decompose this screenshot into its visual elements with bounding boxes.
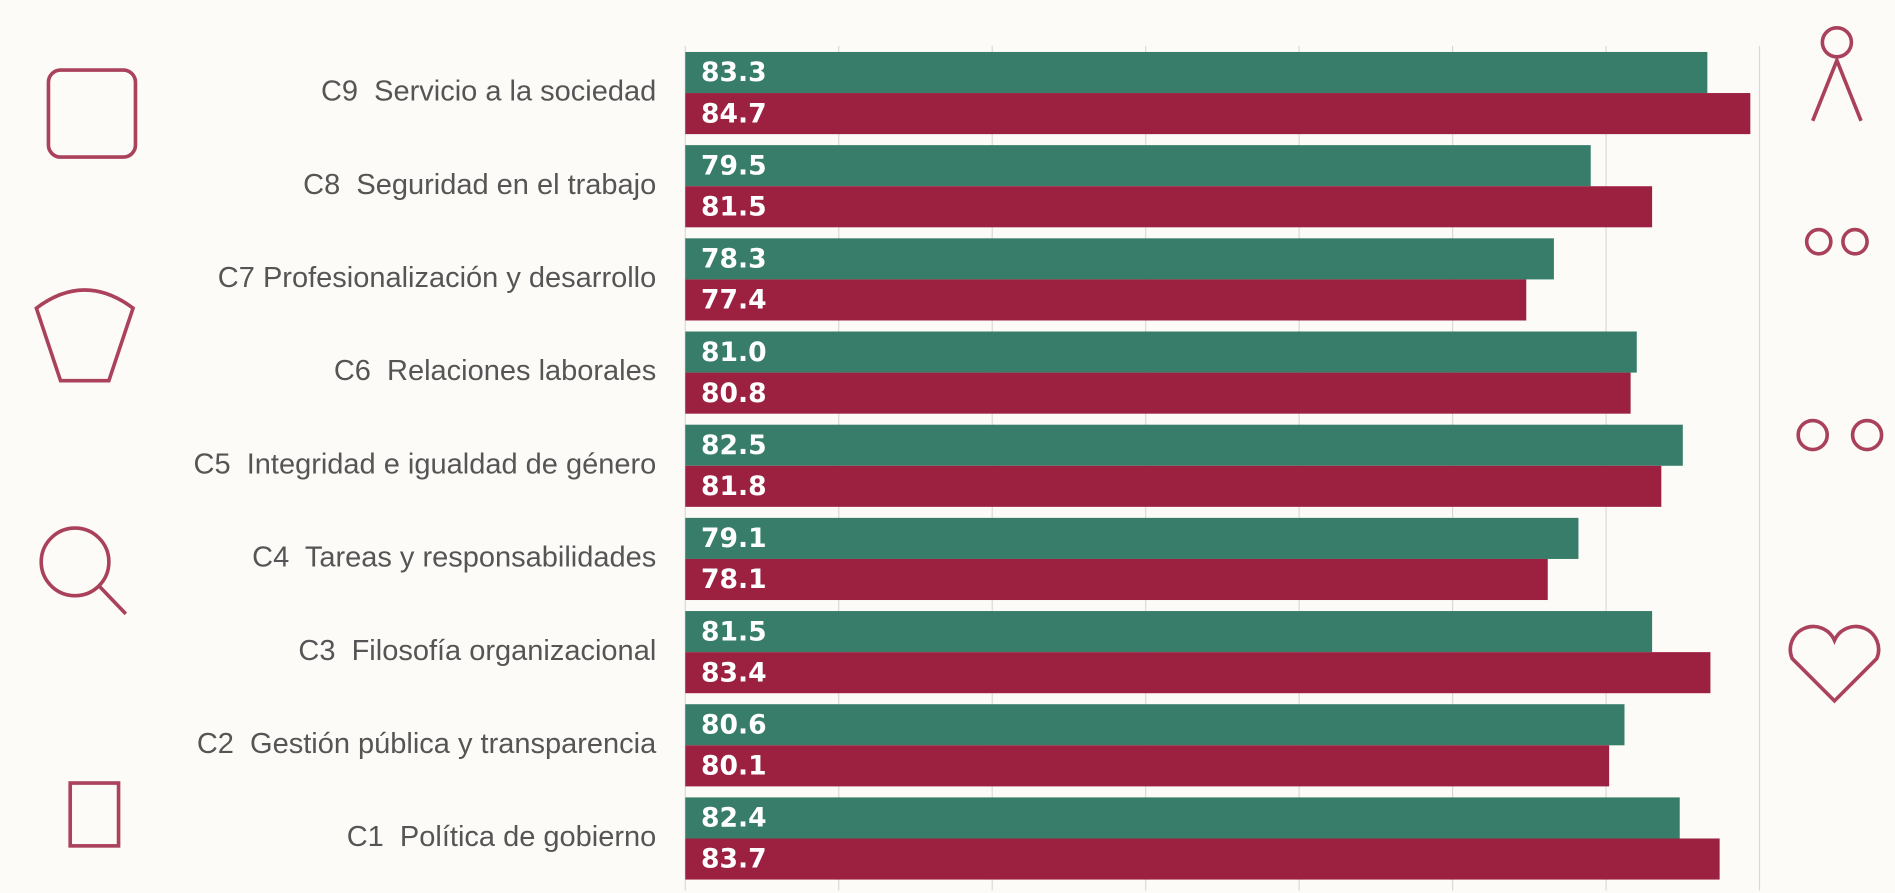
- value-label: 83.3: [701, 57, 767, 88]
- value-label: 80.8: [701, 378, 767, 409]
- bar: [685, 745, 1610, 787]
- bar: [685, 372, 1631, 414]
- bar: [685, 424, 1683, 466]
- icon: [1850, 418, 1884, 452]
- icon: [1820, 25, 1854, 59]
- value-label: 78.3: [701, 244, 767, 275]
- value-label: 79.1: [701, 523, 767, 554]
- bar: [685, 704, 1625, 746]
- bar: [685, 279, 1527, 321]
- category-label: C2 Gestión pública y transparencia: [197, 728, 657, 760]
- category-label: C9 Servicio a la sociedad: [321, 76, 656, 108]
- value-label: 84.7: [701, 98, 767, 129]
- category-label: C7 Profesionalización y desarrollo: [218, 262, 656, 294]
- value-label: 82.4: [701, 803, 767, 834]
- value-label: 80.6: [701, 709, 767, 740]
- icon: [1811, 55, 1863, 122]
- bar: [685, 93, 1751, 135]
- category-label: C5 Integridad e igualdad de género: [194, 448, 657, 480]
- bar: [685, 465, 1662, 507]
- bar: [685, 517, 1579, 559]
- icon: [46, 68, 138, 159]
- value-label: 82.5: [701, 430, 767, 461]
- value-label: 83.7: [701, 844, 767, 875]
- value-label: 81.5: [701, 616, 767, 647]
- value-label: 81.5: [701, 191, 767, 222]
- category-label: C3 Filosofía organizacional: [298, 635, 656, 667]
- icon: [1788, 624, 1881, 704]
- bar: [685, 238, 1554, 280]
- value-label: 81.0: [701, 337, 767, 368]
- bar: [685, 558, 1548, 601]
- category-label: C8 Seguridad en el trabajo: [303, 169, 656, 201]
- bar: [685, 611, 1653, 653]
- category-label: C1 Política de gobierno: [347, 821, 657, 853]
- value-label: 83.4: [701, 657, 767, 688]
- bar: [685, 331, 1637, 373]
- value-label: 81.8: [701, 471, 767, 502]
- value-label: 78.1: [701, 564, 767, 595]
- icon: [1804, 227, 1833, 256]
- icon: [39, 526, 111, 598]
- value-label: 77.4: [701, 285, 767, 316]
- value-label: 79.5: [701, 150, 767, 181]
- icon: [68, 781, 121, 848]
- bar: [685, 652, 1711, 694]
- value-label: 80.1: [701, 751, 767, 782]
- bar: [685, 145, 1591, 187]
- bar: [685, 797, 1680, 839]
- icon: [34, 288, 136, 383]
- category-label: C4 Tareas y responsabilidades: [252, 542, 656, 574]
- icon: [1796, 418, 1830, 452]
- decor: [34, 25, 1884, 848]
- bar: [685, 51, 1708, 94]
- icon: [97, 584, 128, 616]
- bar: [685, 838, 1720, 880]
- bar: [685, 186, 1653, 228]
- category-label: C6 Relaciones laborales: [334, 355, 656, 387]
- icon: [1841, 227, 1869, 256]
